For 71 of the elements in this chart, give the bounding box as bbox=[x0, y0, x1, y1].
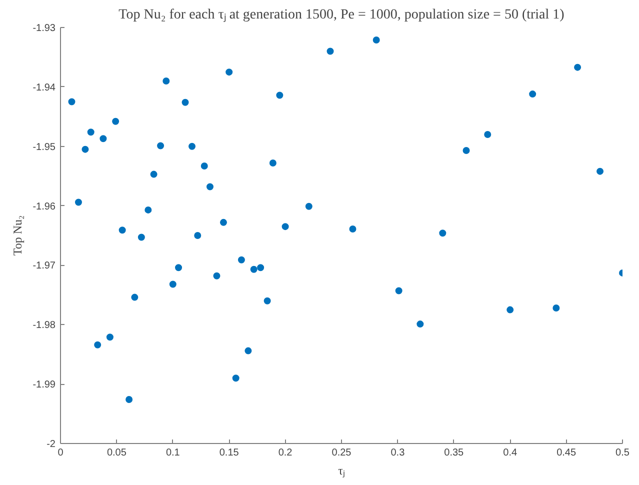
point bbox=[257, 264, 264, 272]
y-tick-label: -1.96 bbox=[32, 201, 56, 212]
y-tick-label: -1.93 bbox=[32, 23, 56, 34]
point bbox=[250, 266, 258, 273]
point bbox=[182, 98, 189, 106]
x-tick-label: 0.45 bbox=[556, 448, 576, 458]
x-tick-label: 0.25 bbox=[332, 448, 352, 458]
point bbox=[131, 294, 138, 301]
y-tick-label: -1.99 bbox=[32, 380, 56, 391]
point bbox=[126, 396, 133, 404]
point bbox=[87, 128, 94, 136]
y-tick-label: -1.97 bbox=[32, 260, 56, 272]
point bbox=[100, 135, 107, 142]
point bbox=[326, 48, 334, 55]
point bbox=[106, 334, 114, 341]
chart-title: Top Nu₂ for each τⱼ at generation 1500, Pe = 1000, population size = 50 (trial 1) bbox=[118, 8, 565, 22]
x-tick-label: 0.2 bbox=[278, 448, 293, 458]
point bbox=[82, 146, 89, 153]
point bbox=[175, 264, 182, 272]
point bbox=[395, 287, 402, 294]
x-tick-label: 0.4 bbox=[503, 448, 518, 458]
y-tick-label: -1.95 bbox=[32, 142, 56, 153]
y-tick-label: -2 bbox=[46, 439, 56, 450]
x-tick-label: 0.5 bbox=[616, 448, 630, 458]
point bbox=[74, 198, 82, 206]
point bbox=[118, 226, 126, 234]
point bbox=[416, 320, 424, 328]
point bbox=[68, 98, 76, 106]
point bbox=[462, 147, 470, 154]
point bbox=[169, 280, 176, 288]
point bbox=[200, 162, 208, 170]
point bbox=[529, 90, 536, 98]
x-axis-title: τⱼ bbox=[338, 464, 345, 478]
point bbox=[276, 92, 284, 99]
x-tick-label: 0 bbox=[58, 448, 64, 458]
point bbox=[506, 306, 514, 314]
point bbox=[305, 202, 312, 210]
point bbox=[162, 77, 170, 84]
point bbox=[226, 68, 233, 76]
point bbox=[244, 347, 252, 354]
point bbox=[238, 256, 245, 264]
point bbox=[232, 374, 240, 382]
point bbox=[150, 170, 158, 178]
point bbox=[439, 230, 446, 237]
x-tick-label: 0.35 bbox=[444, 448, 464, 458]
point bbox=[552, 304, 560, 312]
point bbox=[194, 232, 202, 239]
x-tick-label: 0.3 bbox=[390, 448, 406, 458]
point bbox=[157, 142, 164, 150]
x-tick-label: 0.1 bbox=[166, 448, 180, 458]
point bbox=[372, 36, 380, 44]
point bbox=[349, 225, 356, 232]
y-tick-label: -1.94 bbox=[32, 82, 56, 94]
point bbox=[484, 130, 492, 138]
point bbox=[213, 272, 220, 280]
point bbox=[144, 206, 152, 214]
y-tick-label: -1.98 bbox=[32, 320, 56, 332]
point bbox=[112, 118, 120, 125]
point bbox=[269, 160, 276, 166]
point bbox=[574, 64, 582, 71]
point bbox=[264, 297, 271, 304]
point bbox=[188, 142, 196, 150]
point bbox=[282, 223, 289, 230]
x-tick-label: 0.05 bbox=[106, 448, 127, 458]
point bbox=[220, 218, 227, 226]
point bbox=[596, 168, 604, 175]
point bbox=[206, 183, 214, 190]
y-axis-title: Top Nu₂ bbox=[10, 215, 25, 256]
point bbox=[94, 341, 102, 348]
x-tick-label: 0.15 bbox=[219, 448, 240, 458]
point bbox=[138, 234, 145, 241]
